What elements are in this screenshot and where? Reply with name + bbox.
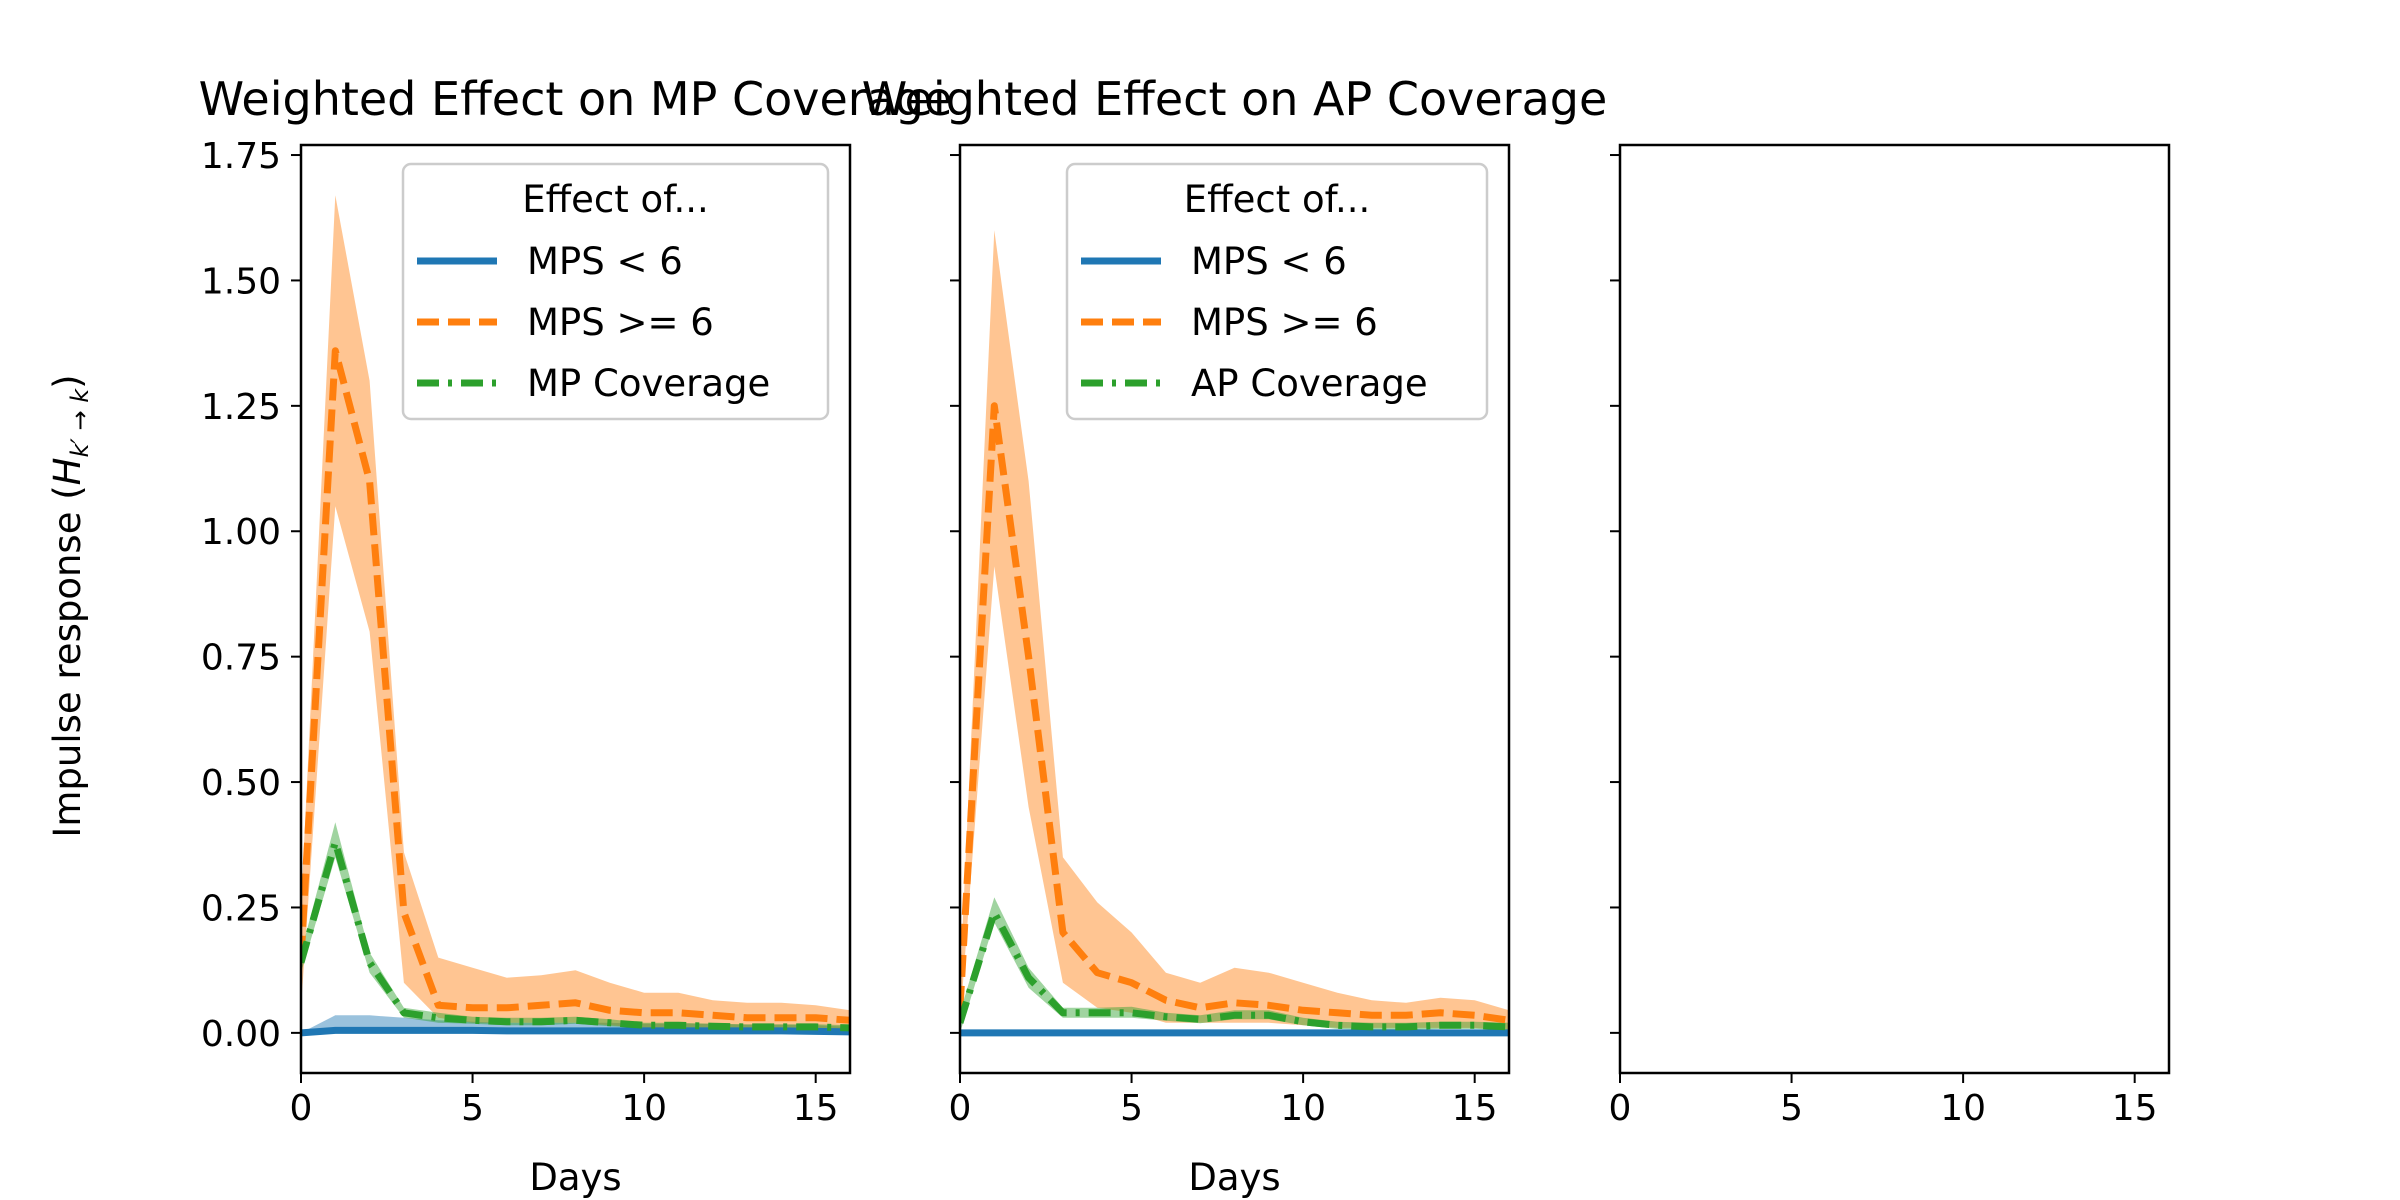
plot-area: [960, 230, 1509, 1037]
series-line-mps-6: [301, 347, 850, 1024]
x-tick-label: 0: [1609, 1088, 1632, 1129]
axes-frame: [299, 143, 852, 1075]
x-tick-label: 0: [949, 1088, 972, 1129]
plot-area: [301, 195, 850, 1037]
y-tick-label: 1.75: [201, 136, 281, 177]
y-tick-label: 0.00: [201, 1014, 281, 1055]
series-line-ap-coverage: [960, 909, 1509, 1031]
panel-title: Weighted Effect on AP Coverage: [862, 72, 1608, 126]
series-line-mp-coverage: [301, 838, 850, 1032]
x-axis-label: Days: [529, 1156, 621, 1199]
panel-title: Weighted Effect on MP Coverage: [199, 72, 953, 126]
x-tick-label: 15: [2112, 1088, 2158, 1129]
x-tick-label: 10: [621, 1088, 667, 1129]
y-tick-label: 1.50: [201, 261, 281, 302]
x-axis-label: Days: [1188, 1156, 1280, 1199]
panel-empty: 0 5 10 15: [1609, 143, 2171, 1129]
x-tick-label: 0: [290, 1088, 313, 1129]
y-axis-label-text: Impulse response (: [46, 485, 89, 837]
y-tick-label: 1.00: [201, 512, 281, 553]
x-tick-label: 5: [1120, 1088, 1143, 1129]
series-line-mps-6: [960, 402, 1509, 1024]
legend-entry-label: MPS >= 6: [527, 301, 714, 344]
y-axis-label-close: ): [46, 374, 89, 388]
y-axis-label-math: H: [46, 458, 89, 486]
legend: Effect of... MPS < 6 MPS >= 6 AP Coverage: [1065, 162, 1489, 421]
y-tick-label: 0.25: [201, 888, 281, 929]
x-tick-label: 10: [1940, 1088, 1986, 1129]
y-axis-label: Impulse response (Hk′ → k): [46, 374, 94, 837]
x-tick-label: 15: [793, 1088, 839, 1129]
legend-title: Effect of...: [522, 178, 709, 221]
legend-entry-label: AP Coverage: [1191, 362, 1428, 405]
axes-frame: [958, 143, 1511, 1075]
x-tick-label: 5: [1780, 1088, 1803, 1129]
panel-ap-coverage: 0 5 10 15 Weighted Effect on AP Coverage Days…: [862, 72, 1608, 1199]
y-tick-label: 1.25: [201, 387, 281, 428]
legend-title: Effect of...: [1184, 178, 1371, 221]
y-tick-label: 0.50: [201, 763, 281, 804]
legend-box: [1065, 162, 1489, 421]
axes-frame: [1618, 143, 2171, 1075]
legend-entry-label: MPS >= 6: [1191, 301, 1378, 344]
legend-box: [401, 162, 830, 421]
legend-entry-label: MPS < 6: [1191, 240, 1347, 283]
y-axis-label-subscript: k′ → k: [66, 388, 94, 458]
y-tick-label: 0.75: [201, 638, 281, 679]
legend-entry-label: MP Coverage: [527, 362, 770, 405]
x-tick-label: 5: [461, 1088, 484, 1129]
x-tick-label: 15: [1452, 1088, 1498, 1129]
x-tick-label: 10: [1280, 1088, 1326, 1129]
panel-mp-coverage: 0 5 10 15 0.00 0.25 0.50 0.75 1.00 1.25 1.50 1.75 We…: [199, 72, 953, 1199]
series-line-mps-6: [301, 1026, 850, 1037]
legend: Effect of... MPS < 6 MPS >= 6 MP Coverage: [401, 162, 830, 421]
legend-entry-label: MPS < 6: [527, 240, 683, 283]
